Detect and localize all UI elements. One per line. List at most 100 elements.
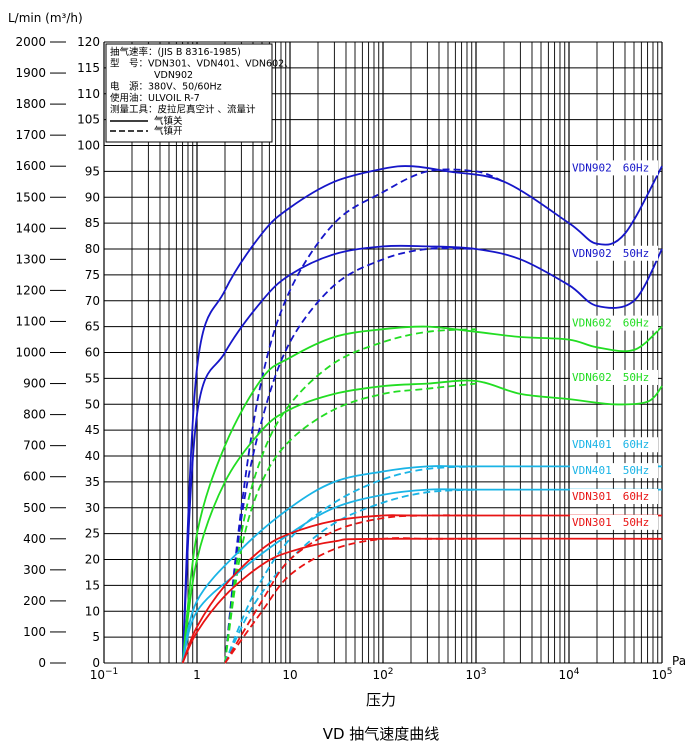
y-left-tick-label: 1000 [15, 346, 46, 360]
series-label: VDN301 50Hz [572, 516, 649, 529]
y-left-tick-label: 1100 [15, 314, 46, 328]
y-left-tick-label: 400 [23, 532, 46, 546]
legend-text-line: 使用油：ULVOIL R-7 [110, 92, 200, 104]
vdn401-50hz-dashed-line [224, 488, 477, 664]
y-left-tick-label: 800 [23, 408, 46, 422]
vdn902-50hz-solid-line [181, 244, 663, 664]
vdn602-50hz-dashed-line [224, 382, 477, 664]
series-label: VDN301 60Hz [572, 490, 649, 503]
y-right-tick-label: 110 [77, 87, 100, 101]
vdn301-50hz-solid-line [181, 537, 663, 664]
legend-text-line: 电 源：380V、50/60Hz [110, 81, 222, 93]
y-left-tick-label: 500 [23, 501, 46, 515]
vdn401-60hz-dashed-line [224, 465, 477, 664]
vdn902-50hz-dashed-line [224, 247, 477, 664]
y-left-tick-label: 300 [23, 563, 46, 577]
x-axis-label: 压力 [366, 691, 396, 709]
x-tick-label: 10 [282, 668, 297, 682]
series-label-bg [570, 437, 658, 453]
y-right-tick-label: 35 [85, 475, 100, 489]
y-left-tick-label: 200 [23, 594, 46, 608]
legend: 抽气速率：(JIS B 8316-1985)型 号：VDN301、VDN401、… [105, 43, 294, 143]
series-label-bg [570, 514, 658, 530]
y-right-tick-label: 5 [92, 630, 100, 644]
series-label: VDN902 60Hz [572, 161, 649, 174]
series-label: VDN401 50Hz [572, 464, 649, 477]
y-right-tick-label: 55 [85, 371, 100, 385]
vdn902-60hz-dashed-line [224, 168, 505, 664]
x-tick-label: 1 [193, 668, 201, 682]
y-right-tick-label: 70 [85, 294, 100, 308]
y-right-tick-label: 90 [85, 190, 100, 204]
x-tick-label: 103 [465, 667, 486, 682]
y-right-tick-label: 95 [85, 164, 100, 178]
x-tick-label: 102 [372, 667, 393, 682]
chart-title: VD 抽气速度曲线 [323, 725, 440, 743]
legend-text-line: 型 号：VDN301、VDN401、VDN602、 [110, 59, 294, 70]
series-label-bg [570, 315, 658, 331]
series-labels: VDN902 60Hz VDN902 50Hz VDN602 60Hz VDN602 … [570, 160, 658, 530]
y-right-tick-label: 50 [85, 397, 100, 411]
y-left-tick-label: 1500 [15, 190, 46, 204]
y-left-tick-label: 700 [23, 439, 46, 453]
x-axis-unit: Pa [672, 654, 686, 668]
legend-box [105, 43, 273, 143]
y-right-tick-label: 75 [85, 268, 100, 282]
legend-text-line: 抽气速率：(JIS B 8316-1985) [110, 46, 241, 58]
series-label: VDN602 50Hz [572, 371, 649, 384]
y-left-tick-label: 2000 [15, 35, 46, 49]
y-left-tick-label: 900 [23, 377, 46, 391]
y-left-tick-label: 600 [23, 470, 46, 484]
y-right-tick-label: 100 [77, 139, 100, 153]
y-left-tick-label: 1800 [15, 97, 46, 111]
legend-text-line: VDN902 [154, 70, 193, 81]
x-tick-label: 10−1 [90, 667, 119, 682]
y-right-tick-label: 25 [85, 527, 100, 541]
y-right-tick-label: 85 [85, 216, 100, 230]
y-left-tick-label: 1600 [15, 159, 46, 173]
vdn401-50hz-solid-line [181, 488, 662, 664]
vdn301-60hz-solid-line [181, 514, 662, 664]
y-left-tick-label: 0 [38, 656, 46, 670]
series-label-bg [570, 245, 658, 261]
series-lines [181, 165, 663, 664]
legend-text-line: 测量工具：皮拉尼真空计 、流量计 [110, 104, 256, 116]
y-right-tick-label: 20 [85, 553, 100, 567]
legend-entry-label: 气镇关 [154, 115, 183, 127]
vdn902-60hz-solid-line [181, 165, 663, 664]
vdn602-60hz-solid-line [181, 325, 663, 664]
vdn401-60hz-solid-line [181, 465, 662, 664]
y-right-tick-label: 115 [77, 61, 100, 75]
y-right-tick-label: 45 [85, 423, 100, 437]
y-right-tick-label: 105 [77, 113, 100, 127]
y-left-tick-label: 1700 [15, 128, 46, 142]
y-right-tick-label: 15 [85, 578, 100, 592]
series-label: VDN602 60Hz [572, 317, 649, 330]
y-right-tick-label: 120 [77, 35, 100, 49]
vdn301-60hz-dashed-line [224, 514, 477, 664]
vdn301-50hz-dashed-line [224, 537, 476, 664]
y-right-tick-label: 80 [85, 242, 100, 256]
y-right-tick-label: 65 [85, 320, 100, 334]
y-right-tick-label: 60 [85, 346, 100, 360]
y-left-tick-label: 1900 [15, 66, 46, 80]
series-label-bg [570, 160, 658, 176]
series-label-bg [570, 463, 658, 479]
x-tick-label: 105 [651, 667, 672, 682]
y-left-tick-label: 1400 [15, 221, 46, 235]
vdn602-50hz-solid-line [181, 379, 663, 664]
vdn602-60hz-dashed-line [224, 328, 477, 664]
series-label: VDN401 60Hz [572, 438, 649, 451]
series-label-bg [570, 488, 658, 504]
y-left-tick-label: 1300 [15, 252, 46, 266]
y-right-tick-label: 40 [85, 449, 100, 463]
y-right-tick-label: 30 [85, 501, 100, 515]
y-right-tick-label: 10 [85, 604, 100, 618]
series-label-bg [570, 369, 658, 385]
x-tick-label: 104 [558, 667, 579, 682]
axis-ticks: 0100200300400500600700800900100011001200… [15, 35, 672, 682]
y-left-tick-label: 100 [23, 625, 46, 639]
y-right-tick-label: 0 [92, 656, 100, 670]
y-left-tick-label: 1200 [15, 283, 46, 297]
